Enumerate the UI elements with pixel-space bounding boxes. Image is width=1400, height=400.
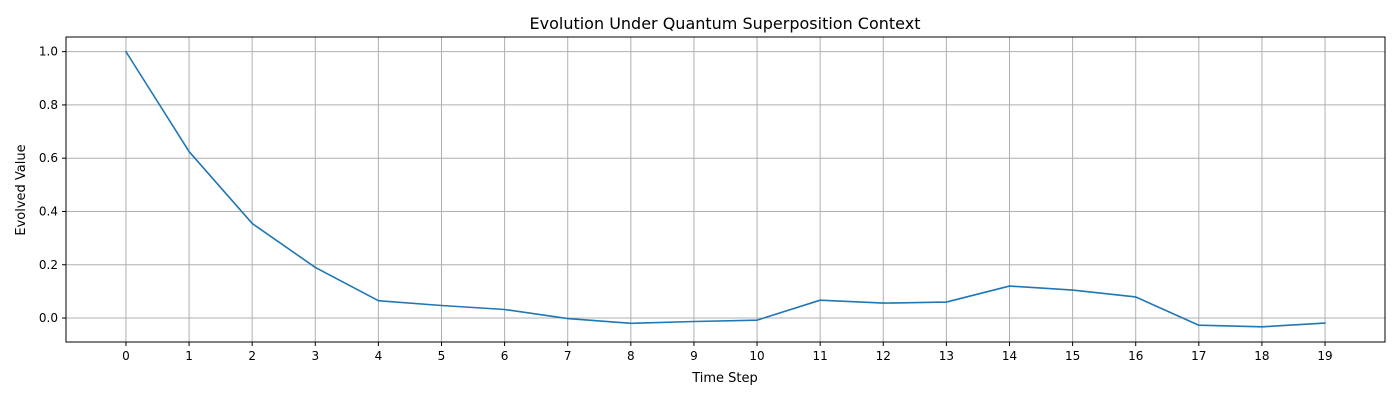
x-tick-label: 17 bbox=[1191, 349, 1206, 363]
x-tick-label: 7 bbox=[564, 349, 572, 363]
x-tick-label: 10 bbox=[749, 349, 764, 363]
series-lines bbox=[125, 50, 1326, 328]
x-tick-label: 6 bbox=[501, 349, 509, 363]
series-line bbox=[125, 50, 1326, 328]
x-tick-label: 2 bbox=[248, 349, 256, 363]
x-axis-label: Time Step bbox=[691, 371, 758, 386]
x-tick-label: 19 bbox=[1317, 349, 1332, 363]
x-tick-label: 4 bbox=[375, 349, 383, 363]
y-tick-label: 0.4 bbox=[39, 204, 58, 218]
x-tick-label: 18 bbox=[1254, 349, 1269, 363]
y-tick-label: 0.2 bbox=[39, 258, 58, 272]
x-tick-label: 14 bbox=[1002, 349, 1017, 363]
x-tick-label: 3 bbox=[311, 349, 319, 363]
x-tick-label: 12 bbox=[876, 349, 891, 363]
y-tick-label: 0.6 bbox=[39, 151, 58, 165]
x-tick-label: 5 bbox=[438, 349, 446, 363]
x-tick-label: 1 bbox=[185, 349, 193, 363]
plot-area-frame bbox=[65, 36, 1386, 343]
chart-title: Evolution Under Quantum Superposition Co… bbox=[530, 14, 921, 33]
x-tick-label: 16 bbox=[1128, 349, 1143, 363]
x-tick-label: 8 bbox=[627, 349, 635, 363]
grid-lines bbox=[66, 37, 1385, 342]
x-tick-label: 11 bbox=[813, 349, 828, 363]
x-tick-label: 15 bbox=[1065, 349, 1080, 363]
x-tick-label: 0 bbox=[122, 349, 130, 363]
x-tick-label: 13 bbox=[939, 349, 954, 363]
x-tick-label: 9 bbox=[690, 349, 698, 363]
y-tick-label: 1.0 bbox=[39, 45, 58, 59]
y-tick-label: 0.8 bbox=[39, 98, 58, 112]
y-axis-label: Evolved Value bbox=[14, 144, 29, 235]
axis-ticks: 0 1 2 3 4 5 6 7 8 9 10 11 12 13 14 15 16 17 18 190.00.20.40… bbox=[39, 45, 1333, 363]
y-tick-label: 0.0 bbox=[39, 311, 58, 325]
